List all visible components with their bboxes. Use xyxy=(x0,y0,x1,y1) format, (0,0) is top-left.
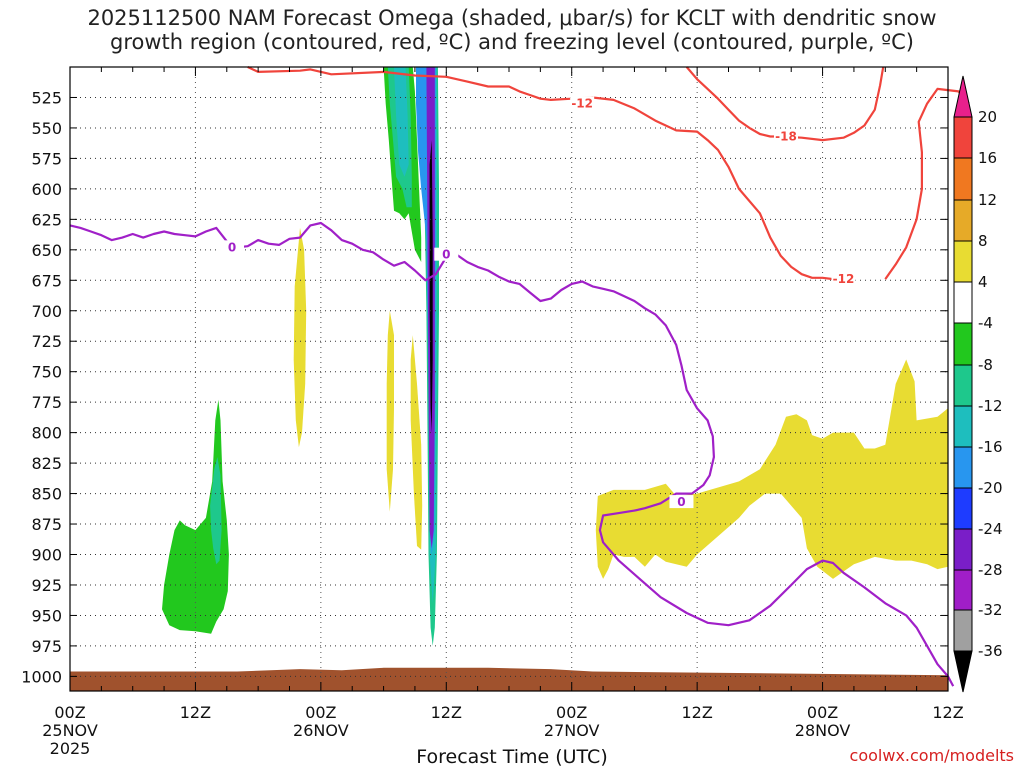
y-tick-label: 975 xyxy=(31,637,62,656)
colorbar-band-2 xyxy=(953,199,973,242)
y-tick-label: 725 xyxy=(31,332,62,351)
colorbar-label: -8 xyxy=(978,356,993,374)
colorbar-label: 16 xyxy=(978,149,997,167)
omega-region-3 xyxy=(595,359,948,579)
x-axis-title: Forecast Time (UTC) xyxy=(416,746,608,768)
colorbar-label: -32 xyxy=(978,601,1003,619)
colorbar-label: 4 xyxy=(978,273,988,291)
colorbar-band-12 xyxy=(953,609,973,652)
y-axis: 525 550 575 600 625 650 675 700 725 750 775 800 825 8… xyxy=(21,88,948,686)
x-tick-date: 27NOV xyxy=(544,721,600,740)
x-tick-label: 00Z xyxy=(54,703,85,722)
colorbar-band-7 xyxy=(953,405,973,448)
omega-region-4 xyxy=(162,399,229,634)
colorbar-band-8 xyxy=(953,446,973,489)
colorbar-label: -16 xyxy=(978,438,1003,456)
omega-region-8 xyxy=(394,67,409,177)
colorbar-bottom-triangle xyxy=(953,650,973,693)
y-tick-label: 675 xyxy=(31,271,62,290)
colorbar-label: 20 xyxy=(978,108,997,126)
contour-label-bg xyxy=(669,495,694,509)
chart-title: 2025112500 NAM Forecast Omega (shaded, μ… xyxy=(0,6,1024,54)
contour-label-bg xyxy=(434,247,459,261)
omega-region-2 xyxy=(410,335,423,550)
y-tick-label: 850 xyxy=(31,485,62,504)
colorbar-band-1 xyxy=(953,157,973,201)
colorbar-band-6 xyxy=(953,364,973,407)
y-tick-label: 650 xyxy=(31,241,62,260)
y-tick-label: 800 xyxy=(31,424,62,443)
chart-title-line2: growth region (contoured, red, ºC) and f… xyxy=(110,30,914,54)
x-tick-date: 26NOV xyxy=(293,721,349,740)
colorbar-label: -12 xyxy=(978,397,1003,415)
y-tick-label: 1000 xyxy=(21,667,62,686)
colorbar-label: -36 xyxy=(978,642,1003,660)
y-tick-label: 875 xyxy=(31,515,62,534)
x-tick-date: 25NOV xyxy=(42,721,98,740)
contour-label-2: -12 xyxy=(833,272,855,286)
x-tick-date: 28NOV xyxy=(795,721,851,740)
y-tick-label: 550 xyxy=(31,119,62,138)
x-tick-label: 00Z xyxy=(305,703,336,722)
contour-label-1: -18 xyxy=(775,129,797,143)
contour-line-0 xyxy=(247,66,844,282)
colorbar-top-triangle xyxy=(953,75,973,118)
colorbar-label: -20 xyxy=(978,479,1003,497)
y-tick-label: 750 xyxy=(31,363,62,382)
contour-label-4: 0 xyxy=(442,248,450,262)
omega-region-0 xyxy=(293,227,307,448)
y-tick-label: 600 xyxy=(31,180,62,199)
omega-shading xyxy=(162,67,948,646)
y-tick-label: 625 xyxy=(31,210,62,229)
y-tick-label: 900 xyxy=(31,546,62,565)
colorbar-band-10 xyxy=(953,528,973,571)
colorbar-label: 8 xyxy=(978,232,988,250)
colorbar-label: -28 xyxy=(978,561,1003,579)
ground-band xyxy=(70,667,948,691)
x-tick-year: 2025 xyxy=(50,739,91,758)
colorbar-band-3 xyxy=(953,240,973,283)
x-tick-label: 12Z xyxy=(681,703,712,722)
chart-title-line1: 2025112500 NAM Forecast Omega (shaded, μ… xyxy=(87,6,937,30)
x-tick-label: 12Z xyxy=(431,703,462,722)
x-tick-label: 12Z xyxy=(180,703,211,722)
contour-label-5: 0 xyxy=(677,495,685,509)
contour-label-0: -12 xyxy=(571,97,593,111)
contour-line-2 xyxy=(884,87,970,280)
colorbar-label: -24 xyxy=(978,520,1003,538)
contour-label-bg xyxy=(570,96,595,110)
x-tick-label: 12Z xyxy=(932,703,963,722)
colorbar-band-4 xyxy=(953,281,973,324)
omega-region-1 xyxy=(386,310,394,512)
colorbar-band-5 xyxy=(953,322,973,366)
colorbar-label: 12 xyxy=(978,191,997,209)
omega-region-13 xyxy=(429,140,433,433)
ground-layer xyxy=(70,667,948,691)
colorbar: 20 16 12 8 4 -4 -8 -12 -16 -20 -24 -28 -32 -36 xyxy=(953,75,1003,693)
y-tick-label: 950 xyxy=(31,606,62,625)
colorbar-label: -4 xyxy=(978,314,993,332)
y-tick-label: 525 xyxy=(31,88,62,107)
x-tick-label: 00Z xyxy=(807,703,838,722)
colorbar-band-9 xyxy=(953,487,973,530)
grid-lines xyxy=(70,67,948,691)
colorbar-band-0 xyxy=(953,116,973,159)
contour-label-bg xyxy=(773,129,798,143)
contour-label-bg xyxy=(831,272,856,286)
y-tick-label: 575 xyxy=(31,149,62,168)
credit-link[interactable]: coolwx.com/modelts xyxy=(849,746,1014,765)
contour-label-bg xyxy=(220,240,245,254)
y-tick-label: 775 xyxy=(31,393,62,412)
omega-region-5 xyxy=(210,457,222,565)
contour-label-3: 0 xyxy=(228,240,236,254)
y-tick-label: 825 xyxy=(31,454,62,473)
x-tick-label: 00Z xyxy=(556,703,587,722)
y-tick-label: 700 xyxy=(31,302,62,321)
y-tick-label: 925 xyxy=(31,576,62,595)
contour-labels: -12 -18 -12 0 0 0 xyxy=(220,96,856,509)
colorbar-band-11 xyxy=(953,569,973,611)
